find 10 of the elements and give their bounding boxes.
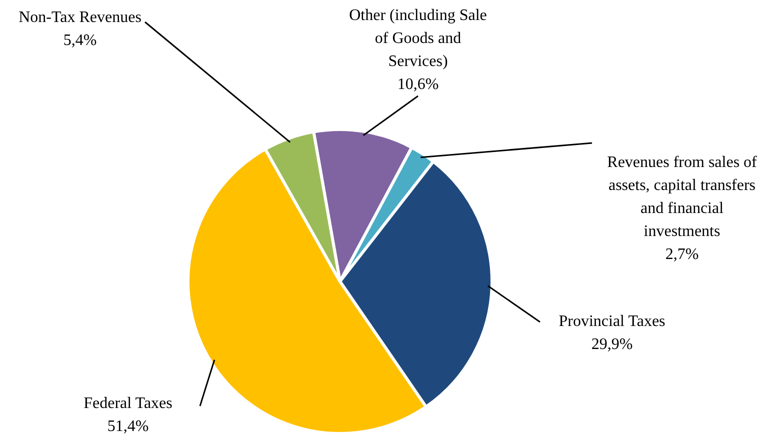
data-label: 10,6% [397, 76, 439, 94]
data-label: 2,7% [665, 246, 699, 264]
slice-label: Provincial Taxes [558, 313, 666, 330]
slice-label: Non-Tax Revenues [18, 9, 142, 26]
slice-label: Federal Taxes [84, 395, 172, 412]
data-label: 29,9% [591, 336, 633, 354]
data-label: 51,4% [107, 418, 149, 436]
data-label: 5,4% [63, 32, 97, 50]
slice-label: Other (including Sale of Goods and Services) [349, 7, 487, 70]
slice-label: Revenues from sales of assets, capital transfers and financial investments [607, 154, 758, 240]
